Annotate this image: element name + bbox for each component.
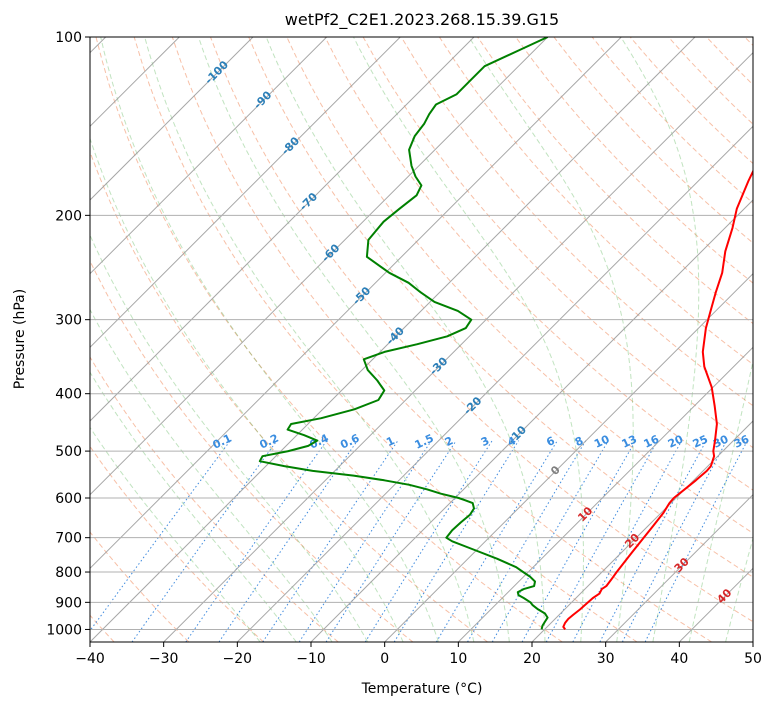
x-tick-label: −20	[223, 651, 253, 667]
dry-adiabat-line	[248, 37, 753, 578]
x-tick-label: −40	[75, 651, 105, 667]
x-tick-label: 50	[744, 651, 762, 667]
dry-adiabat-line	[90, 531, 190, 642]
moist-adiabat-line	[725, 536, 753, 642]
mixing-ratio-line	[467, 440, 587, 642]
mixing-ratio-label: 13	[620, 433, 639, 451]
isotherm-line	[531, 420, 753, 642]
y-axis-label: Pressure (hPa)	[12, 289, 28, 389]
dry-adiabat-line	[438, 37, 753, 366]
moist-adiabat-line	[90, 233, 369, 642]
isotherm-line	[90, 37, 401, 349]
x-axis-label: Temperature (°C)	[361, 681, 483, 697]
mixing-ratio-line	[644, 440, 748, 642]
dry-adiabat-line	[210, 37, 753, 623]
isotherm-line	[90, 37, 696, 642]
moist-adiabat-line	[352, 37, 584, 642]
dry-adiabat-line	[133, 37, 638, 642]
axes: −40 −30 −20 −10 0 10 20 30 40 50 100 200 300 400 500 60…	[46, 30, 762, 667]
y-tick-label: 900	[55, 595, 82, 611]
isotherm-line	[236, 125, 753, 642]
dry-adiabat-line	[90, 150, 488, 642]
isotherm-line	[90, 37, 549, 496]
dry-adiabat-line	[171, 37, 712, 642]
profile-series	[258, 37, 753, 631]
isotherm-line	[384, 272, 753, 642]
y-tick-label: 700	[55, 531, 82, 547]
dry-adiabat-line	[400, 37, 753, 407]
y-tick-label: 800	[55, 565, 82, 581]
mixing-ratio-line	[90, 440, 231, 632]
mixing-ratio-label: 10	[592, 432, 612, 450]
isotherm-line	[90, 37, 254, 201]
temperature-profile-line	[562, 169, 753, 631]
y-tick-label: 1000	[46, 622, 82, 638]
x-tick-label: 0	[380, 651, 389, 667]
moist-adiabat-line	[90, 426, 261, 642]
y-tick-label: 600	[55, 491, 82, 507]
y-tick-label: 200	[55, 208, 82, 224]
moist-adiabat-line	[90, 371, 297, 642]
mixing-ratio-line	[545, 440, 659, 642]
plot-frame	[89, 36, 754, 643]
y-tick-label: 100	[55, 30, 82, 46]
mixing-ratio-line	[131, 440, 278, 642]
x-tick-label: 30	[597, 651, 615, 667]
dry-adiabat-line	[95, 37, 563, 642]
mixing-ratio-line	[185, 440, 328, 642]
mixing-ratio-line	[491, 440, 609, 642]
y-tick-label: 400	[55, 387, 82, 403]
moist-adiabat-line	[100, 37, 439, 642]
x-tick-label: 20	[523, 651, 541, 667]
dewpoint-profile-line	[258, 37, 549, 630]
isotherm-line	[90, 37, 328, 275]
y-tick-label: 300	[55, 313, 82, 329]
mixing-ratio-line	[325, 440, 457, 642]
moist-adiabat-line	[90, 137, 404, 642]
y-tick-label: 500	[55, 444, 82, 460]
background-lines	[90, 37, 753, 642]
isotherm-line	[605, 493, 753, 642]
x-tick-label: 40	[670, 651, 688, 667]
mixing-ratio-line	[298, 440, 432, 642]
moist-adiabat-line	[468, 37, 634, 642]
dry-adiabat-line	[90, 356, 339, 642]
x-tick-label: 10	[449, 651, 467, 667]
dry-adiabat-line	[90, 445, 264, 642]
moist-adiabat-line	[197, 37, 510, 642]
chart-title: wetPf2_C2E1.2023.268.15.39.G15	[285, 10, 559, 30]
mixing-ratio-label: 25	[691, 433, 710, 451]
mixing-ratio-line	[572, 440, 683, 642]
dry-adiabat-line	[324, 37, 753, 491]
mixing-ratio-line	[364, 440, 493, 642]
x-tick-label: −30	[149, 651, 179, 667]
mixing-ratio-line	[262, 440, 399, 642]
isotherm-line	[310, 199, 753, 642]
mixing-ratio-line	[521, 440, 637, 642]
isotherm-line	[90, 37, 622, 570]
moist-adiabat-line	[688, 358, 753, 642]
isotherm-line	[90, 37, 475, 422]
mixing-ratio-label: 20	[666, 432, 686, 450]
moist-adiabat-line	[90, 308, 333, 642]
moist-adiabat-line	[265, 37, 546, 642]
dry-adiabat-line	[515, 37, 753, 284]
mixing-ratio-label: 16	[642, 432, 662, 450]
mixing-ratio-label: 36	[732, 432, 752, 450]
isotherm-line	[457, 346, 753, 642]
x-tick-label: −10	[296, 651, 326, 667]
moist-adiabat-line	[620, 37, 700, 642]
mixing-ratio-line	[435, 440, 558, 642]
isotherm-line	[163, 51, 753, 642]
